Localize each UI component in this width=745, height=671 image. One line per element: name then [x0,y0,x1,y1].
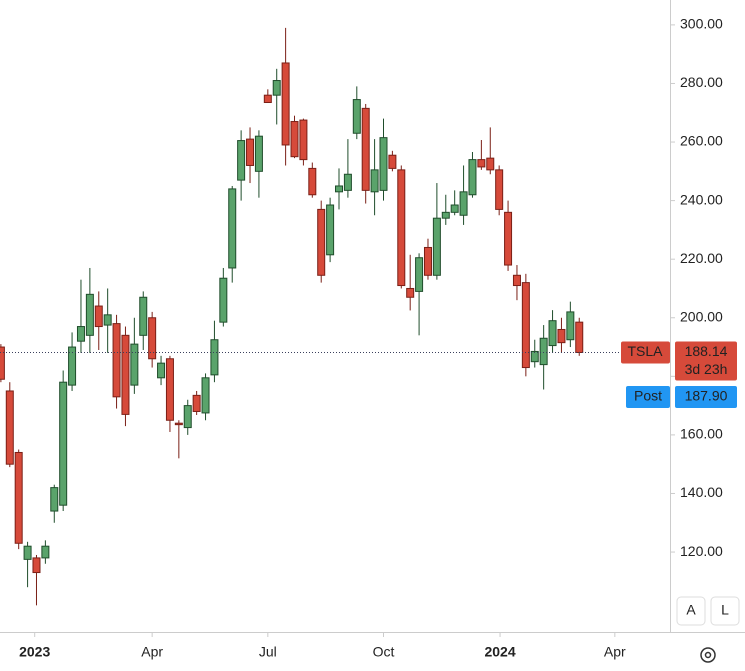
candle-body [14,451,23,544]
x-tick-label: 2023 [19,644,50,660]
post-tag [626,386,670,408]
candle-body [165,358,174,421]
symbol-tag [621,341,670,364]
candle-body [361,107,370,191]
candle-body [530,350,539,363]
candle-body [210,339,219,376]
y-tick-label: 120.00 [680,543,723,559]
candle-body [512,274,521,287]
x-tick-label: Jul [259,644,277,660]
candle-body [0,346,5,380]
candle-body [50,487,59,512]
candle-body [343,173,352,191]
x-tick-label: 2024 [484,644,515,660]
candle-body [326,204,335,256]
candle-body [575,321,584,353]
candle-body [68,346,77,386]
candle-body [192,394,201,412]
candle-body [459,191,468,216]
candle-body [183,405,192,429]
candle-body [157,362,166,379]
candle-body [174,422,183,426]
post-price-tag [675,386,737,408]
post-price-label: 187.90 [685,388,728,404]
candle-body [201,377,210,414]
y-tick-label: 300.00 [680,16,723,32]
candle-body [504,211,513,266]
candle-body [388,154,397,169]
candle-body [112,323,121,398]
scale-button-label[interactable]: L [721,602,729,618]
candle-body [441,211,450,219]
candle-body [237,140,246,181]
candle-body [432,217,441,276]
candle-body [5,390,14,465]
candle-body [566,311,575,341]
y-tick-label: 200.00 [680,308,723,324]
x-tick-label: Apr [604,644,626,660]
candle-body [148,317,157,360]
candle-body [521,282,530,369]
candle-body [299,119,308,161]
candle-body [121,334,130,415]
scale-button-label[interactable]: A [686,602,696,618]
scale-button[interactable] [710,596,740,626]
candle-body [219,277,228,323]
candle-body [103,314,112,326]
scale-button[interactable] [676,596,706,626]
candle-body [468,159,477,196]
candle-body [450,204,459,213]
candle-body [246,138,255,166]
candle-body [94,305,103,328]
y-tick-label: 220.00 [680,250,723,266]
x-tick-label: Oct [373,644,395,660]
settings-icon [700,647,716,663]
candle-body [139,296,148,336]
candle-body [32,557,41,574]
candle-body [415,257,424,292]
candle-body [59,381,68,506]
candle-body [263,94,272,104]
candle-body [41,545,50,559]
candle-body [548,320,557,347]
candle-body [130,343,139,386]
candle-body [370,169,379,193]
candle-body [254,135,263,172]
candle-body [397,169,406,287]
last-price-tag [675,341,737,381]
candle-body [477,159,486,168]
x-tick-label: Apr [141,644,163,660]
y-tick-label: 160.00 [680,426,723,442]
y-tick-label: 260.00 [680,133,723,149]
candle-body [557,328,566,344]
y-tick-label: 240.00 [680,191,723,207]
candle-body [85,293,94,336]
candle-body [539,337,548,366]
candle-body [335,185,344,193]
candle-body [379,137,388,191]
candle-body [281,62,290,146]
countdown-label: 3d 23h [685,361,728,377]
y-tick-label: 140.00 [680,484,723,500]
y-tick-label: 280.00 [680,74,723,90]
candle-body [228,188,237,269]
candle-body [317,208,326,276]
candle-body [406,287,415,298]
candle-body [486,157,495,171]
candle-body [290,121,299,158]
candle-body [23,545,32,560]
post-label: Post [634,388,662,404]
symbol-label: TSLA [627,343,663,359]
last-price-label: 188.14 [685,343,728,359]
candle-body [352,99,361,134]
candle-body [76,326,85,342]
candle-body [308,167,317,196]
candle-body [423,246,432,276]
settings-icon-center [704,651,712,659]
settings-button[interactable] [700,647,716,663]
candle-body [495,169,504,210]
candle-body [272,80,281,96]
